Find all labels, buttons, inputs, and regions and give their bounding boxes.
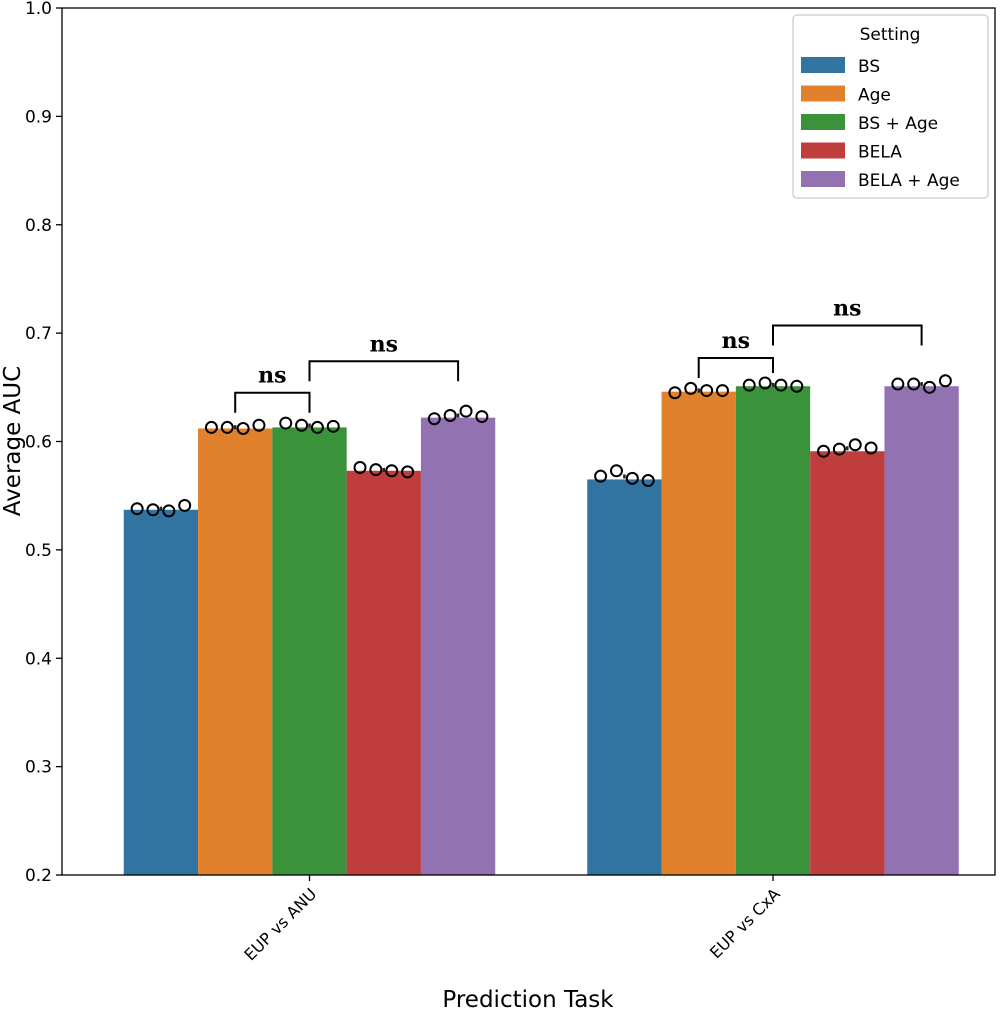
bar-2-1 — [735, 386, 811, 875]
bar-2-0 — [272, 427, 347, 875]
data-point — [236, 421, 250, 435]
data-point — [848, 438, 862, 452]
significance-label: ns — [370, 331, 398, 357]
legend-swatch — [801, 171, 845, 187]
bar-4-1 — [884, 386, 959, 875]
bar-1-0 — [198, 428, 273, 875]
significance-label: ns — [833, 296, 861, 322]
data-point — [907, 377, 921, 391]
legend-label: BELA + Age — [858, 171, 960, 191]
y-axis-label: Average AUC — [0, 366, 26, 516]
data-point — [817, 444, 831, 458]
data-point — [443, 408, 457, 422]
data-point — [178, 498, 192, 512]
data-point — [774, 378, 788, 392]
y-tick-label: 0.8 — [25, 216, 52, 236]
data-point — [130, 502, 144, 516]
x-tick-label: EUP vs CxA — [706, 884, 784, 962]
bar-1-1 — [661, 391, 736, 875]
data-point — [700, 384, 714, 398]
legend-swatch — [801, 142, 845, 159]
legend-title: Setting — [860, 25, 921, 45]
data-point — [220, 420, 234, 434]
data-point — [609, 464, 623, 478]
legend-swatch — [801, 114, 845, 130]
y-tick-label: 0.9 — [25, 107, 52, 127]
data-point — [864, 441, 878, 455]
data-point — [668, 386, 682, 400]
bar-4-0 — [420, 417, 496, 875]
legend-swatch — [801, 57, 845, 73]
data-point — [891, 377, 905, 391]
data-point — [279, 416, 293, 430]
data-point — [385, 464, 399, 478]
bar-3-1 — [810, 451, 885, 875]
significance-bracket — [308, 360, 460, 382]
data-point — [295, 418, 309, 432]
y-tick-label: 0.6 — [25, 433, 52, 453]
data-point — [459, 404, 473, 418]
data-point — [758, 376, 772, 390]
y-tick-label: 0.2 — [25, 866, 52, 886]
legend: Setting BS Age BS + Age BELA BELA + Age — [792, 14, 989, 199]
data-point — [204, 420, 218, 434]
significance-label: ns — [258, 363, 286, 389]
data-point — [938, 374, 952, 388]
data-point — [594, 469, 608, 483]
significance-label: ns — [722, 328, 750, 354]
data-point — [625, 471, 639, 485]
legend-label: BS + Age — [858, 114, 938, 134]
x-axis-label: Prediction Task — [442, 987, 614, 1013]
data-point — [641, 474, 655, 488]
data-point — [684, 381, 698, 395]
legend-label: BS — [858, 57, 880, 77]
significance-bracket — [772, 324, 923, 346]
data-point — [310, 420, 324, 434]
data-point — [832, 442, 846, 456]
data-point — [252, 418, 266, 432]
data-point — [146, 503, 160, 517]
data-point — [715, 384, 729, 398]
data-point — [923, 380, 937, 394]
legend-label: BELA — [858, 143, 902, 163]
y-tick-label: 0.5 — [25, 541, 52, 561]
data-point — [162, 504, 176, 518]
legend-label: Age — [858, 86, 891, 106]
bar-3-0 — [346, 470, 421, 875]
data-point — [475, 410, 489, 424]
bar-0-0 — [123, 509, 199, 875]
significance-bracket — [234, 391, 311, 413]
data-point — [353, 461, 367, 475]
data-point — [401, 465, 415, 479]
y-tick-label: 0.3 — [25, 758, 52, 778]
y-tick-label: 0.7 — [25, 324, 52, 344]
data-point — [369, 463, 383, 477]
data-point — [326, 419, 340, 433]
x-tick-label: EUP vs ANU — [240, 884, 320, 964]
y-tick-label: 1.0 — [25, 0, 52, 19]
data-point — [427, 412, 441, 426]
data-point — [742, 378, 756, 392]
y-tick-label: 0.4 — [25, 649, 52, 669]
bar-0-1 — [587, 479, 662, 875]
significance-bracket — [697, 357, 774, 379]
legend-swatch — [801, 85, 845, 102]
data-point — [790, 379, 804, 393]
